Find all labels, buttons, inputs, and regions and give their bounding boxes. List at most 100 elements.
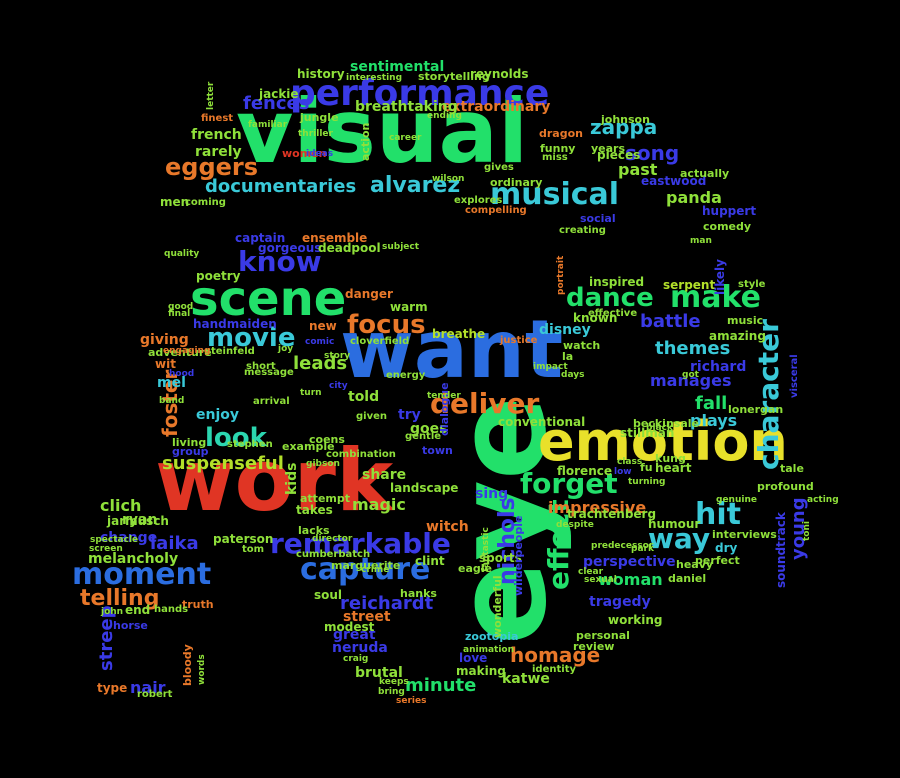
cloud-word: despite xyxy=(556,520,594,530)
cloud-word: street xyxy=(343,609,391,625)
cloud-word: zappa xyxy=(590,115,658,139)
cloud-word: telling xyxy=(80,586,160,611)
cloud-word: jackie xyxy=(259,87,299,101)
cloud-word: gives xyxy=(484,162,514,173)
cloud-word: want xyxy=(340,303,564,396)
cloud-word: clich xyxy=(100,496,142,515)
cloud-word: town xyxy=(422,444,453,457)
cloud-word: jungle xyxy=(300,111,339,124)
cloud-word: ensemble xyxy=(302,231,368,245)
cloud-word: cumberbatch xyxy=(296,549,371,560)
cloud-word: hit xyxy=(695,497,741,532)
cloud-word: amazing xyxy=(709,329,766,343)
cloud-word: eastwood xyxy=(641,174,707,188)
cloud-word: interesting xyxy=(346,73,403,83)
cloud-word: plays xyxy=(690,411,738,430)
cloud-word: deliver xyxy=(430,387,540,420)
cloud-word: enjoy xyxy=(196,407,240,423)
cloud-word: emotion xyxy=(538,410,788,473)
cloud-word: clint xyxy=(415,554,445,568)
cloud-word: subject xyxy=(382,242,420,252)
cloud-word: given xyxy=(356,411,388,422)
cloud-word: modest xyxy=(324,620,375,634)
cloud-word: history xyxy=(297,67,345,81)
cloud-word: inspired xyxy=(589,275,645,289)
cloud-word: reynolds xyxy=(470,67,529,81)
cloud-word: sing xyxy=(475,486,509,502)
cloud-word: jarmusch xyxy=(107,514,169,528)
cloud-word: comedy xyxy=(703,220,752,233)
cloud-word: coming xyxy=(185,197,226,208)
cloud-word: comic xyxy=(305,337,335,347)
cloud-word: beckinsale xyxy=(633,417,699,430)
cloud-word: try xyxy=(398,407,421,423)
cloud-word: explores xyxy=(454,195,503,206)
cloud-word: tom xyxy=(242,544,265,555)
cloud-word: group xyxy=(172,445,209,458)
cloud-word: nair xyxy=(130,678,166,697)
cloud-word: visual xyxy=(236,80,529,183)
cloud-word: moment xyxy=(72,557,212,592)
cloud-word: alvarez xyxy=(370,173,461,198)
cloud-word: mel xyxy=(157,375,186,391)
cloud-word: low xyxy=(614,467,632,477)
cloud-word: battle xyxy=(640,311,701,332)
cloud-word: working xyxy=(608,613,663,627)
cloud-word: kids xyxy=(284,462,300,495)
cloud-word: giving xyxy=(140,332,189,348)
cloud-word: melancholy xyxy=(88,551,179,567)
cloud-word: daniel xyxy=(668,572,707,585)
cloud-word: impressive xyxy=(548,498,647,517)
cloud-word: making xyxy=(456,664,506,678)
cloud-word: humour xyxy=(648,517,701,531)
cloud-word: ordinary xyxy=(490,176,543,189)
cloud-word: coens xyxy=(309,433,345,446)
cloud-word: goes xyxy=(410,421,448,437)
cloud-word: musical xyxy=(490,177,620,212)
cloud-word: gibson xyxy=(306,459,340,469)
cloud-word: minute xyxy=(405,675,477,696)
cloud-word: love xyxy=(459,651,488,665)
cloud-word: breathe xyxy=(432,327,486,341)
cloud-word: sentimental xyxy=(350,59,445,75)
cloud-word: women xyxy=(282,147,327,160)
cloud-word: review xyxy=(573,640,615,653)
cloud-word: type xyxy=(97,681,128,695)
cloud-word: compelling xyxy=(465,205,527,216)
cloud-word: manages xyxy=(650,371,732,390)
cloud-word: justice xyxy=(500,335,538,346)
cloud-word: takes xyxy=(296,503,333,517)
cloud-word: actually xyxy=(680,167,730,180)
cloud-word: huppert xyxy=(702,204,757,218)
cloud-word: series xyxy=(396,696,427,706)
cloud-word: serpent xyxy=(663,278,716,292)
cloud-word: breathtaking xyxy=(355,99,458,115)
cloud-word: attempt xyxy=(300,492,350,505)
cloud-word: extraordinary xyxy=(442,99,551,115)
cloud-word: movie xyxy=(207,323,296,353)
cloud-word: new xyxy=(309,319,337,333)
cloud-word: final xyxy=(168,309,191,319)
cloud-word: change xyxy=(100,530,158,546)
cloud-word: remarkable xyxy=(270,527,451,560)
cloud-word: watch xyxy=(563,339,601,352)
cloud-word: leads xyxy=(293,353,348,374)
cloud-word: scene xyxy=(190,271,347,327)
cloud-word: turning xyxy=(628,477,666,487)
cloud-word: truth xyxy=(182,598,214,611)
cloud-word: funny xyxy=(540,142,576,155)
cloud-word: joy xyxy=(278,344,294,354)
cloud-word: gorgeous xyxy=(258,241,322,255)
cloud-word: robert xyxy=(137,689,173,700)
cloud-word: portrait xyxy=(556,255,566,295)
cloud-word: told xyxy=(348,389,380,405)
cloud-word: rarely xyxy=(195,144,242,160)
cloud-word: screen xyxy=(89,544,123,554)
cloud-word: tragedy xyxy=(589,594,651,610)
cloud-word: soundtrack xyxy=(774,512,788,588)
cloud-word: panda xyxy=(666,188,722,207)
cloud-word: reichardt xyxy=(340,593,434,614)
cloud-word: share xyxy=(362,467,407,483)
cloud-word: man xyxy=(690,236,712,246)
cloud-word: park xyxy=(631,544,654,554)
